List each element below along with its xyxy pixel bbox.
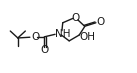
Text: NH: NH (55, 29, 71, 39)
Text: O: O (97, 17, 105, 27)
Text: O: O (40, 45, 48, 55)
Text: O: O (72, 13, 80, 23)
Text: OH: OH (80, 32, 96, 42)
Text: O: O (31, 32, 39, 42)
